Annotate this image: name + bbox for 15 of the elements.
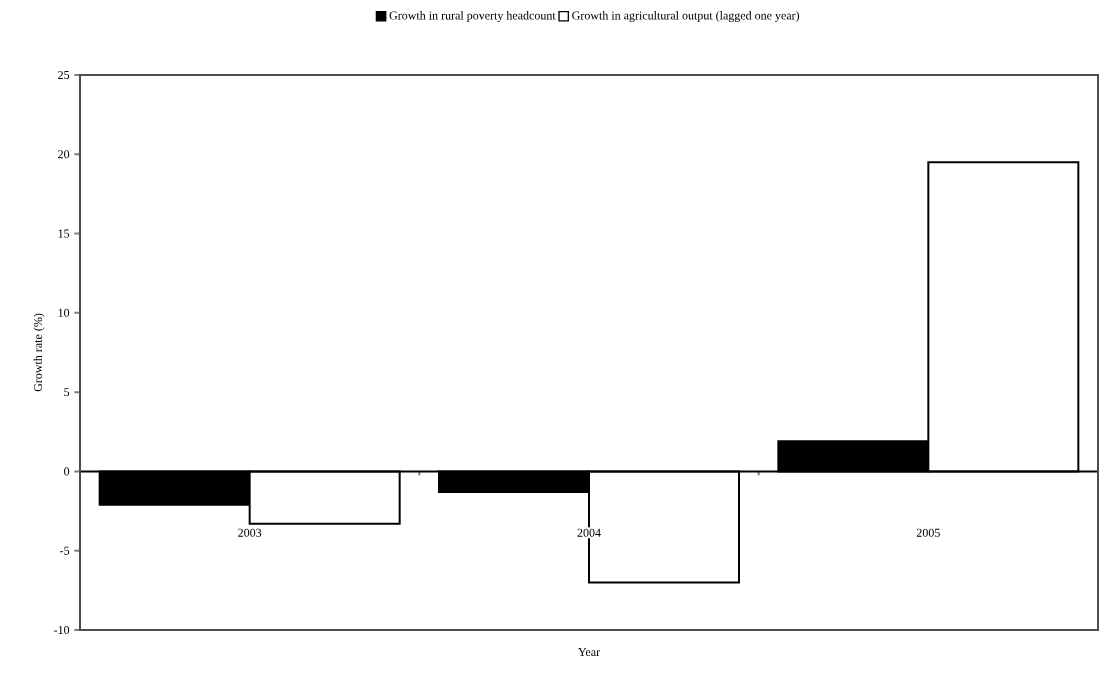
y-tick-label: 10 bbox=[58, 308, 70, 317]
legend-label: Growth in agricultural output (lagged one year) bbox=[572, 11, 800, 22]
y-axis-title: Growth rate (%) bbox=[33, 313, 45, 392]
y-tick-label: 15 bbox=[58, 229, 70, 238]
x-tick-label: 2005 bbox=[916, 528, 940, 537]
x-tick-label: 2003 bbox=[238, 528, 262, 537]
y-tick-label: -10 bbox=[54, 625, 70, 635]
y-tick-label: 25 bbox=[58, 70, 70, 80]
x-tick-label: 2004 bbox=[577, 528, 601, 537]
y-tick-label: 0 bbox=[64, 467, 70, 476]
y-tick-label: -5 bbox=[60, 546, 70, 555]
y-tick-label: 5 bbox=[64, 388, 70, 397]
y-tick-label: 20 bbox=[58, 150, 70, 159]
legend-label: Growth in rural poverty headcount bbox=[389, 11, 556, 22]
x-axis-title: Year bbox=[578, 648, 600, 657]
